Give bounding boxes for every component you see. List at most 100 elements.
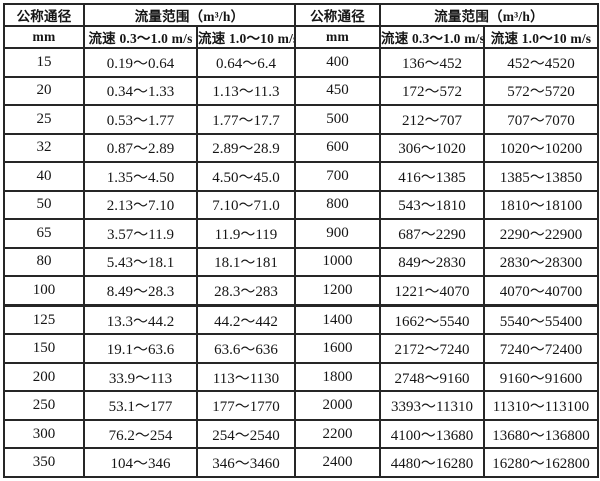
table-row: 350 104～346 346～3460 2400 4480～16280 16280～16…	[3, 447, 599, 478]
diameter-cell: 65	[3, 218, 85, 249]
diameter-cell: 2200	[294, 418, 381, 450]
table-body: 15 0.19～0.64 0.64～6.4 400 136～452 452～4520 20 0…	[3, 47, 599, 478]
table-row: 125 13.3～44.2 44.2～442 1400 1662～5540 5540～55…	[3, 303, 599, 336]
flow-range-cell: 0.87～2.89	[83, 132, 198, 164]
diameter-cell: 100	[3, 275, 85, 307]
flow-range-cell: 5.43～18.1	[83, 246, 198, 278]
table-row: 250 53.1～177 177～1770 2000 3393～11310 11310～1…	[3, 390, 599, 421]
flow-range-table: 公称通径 流量范围（m³/h） 公称通径 流量范围（m³/h） mm 流速 0.…	[3, 3, 599, 478]
diameter-cell: 1400	[294, 303, 381, 336]
flow-range-cell: 0.19～0.64	[83, 47, 198, 78]
flow-range-cell: 4.50～45.0	[196, 161, 296, 192]
velocity-low-header-right: 流速 0.3～1.0 m/s	[379, 25, 485, 49]
diameter-cell: 1800	[294, 361, 381, 393]
flow-range-cell: 11310～113100	[483, 390, 599, 421]
unit-mm-left: mm	[3, 25, 85, 49]
flow-range-cell: 2830～28300	[483, 246, 599, 278]
diameter-cell: 200	[3, 361, 85, 393]
flow-range-cell: 1.77～17.7	[196, 104, 296, 135]
table-row: 200 33.9～113 113～1130 1800 2748～9160 9160～916…	[3, 361, 599, 393]
flow-range-cell: 0.53～1.77	[83, 104, 198, 135]
flow-range-cell: 572～5720	[483, 75, 599, 107]
flow-range-cell: 452～4520	[483, 47, 599, 78]
flow-range-header-right: 流量范围（m³/h）	[379, 3, 599, 27]
flow-range-cell: 849～2830	[379, 246, 485, 278]
diameter-cell: 15	[3, 47, 85, 78]
diameter-cell: 450	[294, 75, 381, 107]
diameter-cell: 150	[3, 333, 85, 364]
diameter-cell: 25	[3, 104, 85, 135]
flow-range-cell: 2172～7240	[379, 333, 485, 364]
flow-range-cell: 63.6～636	[196, 333, 296, 364]
diameter-cell: 2000	[294, 390, 381, 421]
flow-range-cell: 1385～13850	[483, 161, 599, 192]
table-row: 80 5.43～18.1 18.1～181 1000 849～2830 2830～2830…	[3, 246, 599, 278]
flow-range-cell: 136～452	[379, 47, 485, 78]
flow-range-cell: 7240～72400	[483, 333, 599, 364]
table-row: 25 0.53～1.77 1.77～17.7 500 212～707 707～7070	[3, 104, 599, 135]
diameter-cell: 900	[294, 218, 381, 249]
diameter-cell: 1600	[294, 333, 381, 364]
flow-range-cell: 104～346	[83, 447, 198, 478]
flow-range-cell: 28.3～283	[196, 275, 296, 307]
flow-range-cell: 346～3460	[196, 447, 296, 478]
velocity-high-header-left: 流速 1.0～10 m/s	[196, 25, 296, 49]
flow-range-cell: 5540～55400	[483, 303, 599, 336]
flow-range-cell: 543～1810	[379, 189, 485, 221]
table-row: 20 0.34～1.33 1.13～11.3 450 172～572 572～5720	[3, 75, 599, 107]
flow-range-cell: 707～7070	[483, 104, 599, 135]
diameter-cell: 1200	[294, 275, 381, 307]
diameter-cell: 2400	[294, 447, 381, 478]
table-row: 40 1.35～4.50 4.50～45.0 700 416～1385 1385～1385…	[3, 161, 599, 192]
flow-range-cell: 254～2540	[196, 418, 296, 450]
flow-range-cell: 11.9～119	[196, 218, 296, 249]
table-row: 300 76.2～254 254～2540 2200 4100～13680 13680～1…	[3, 418, 599, 450]
flow-range-cell: 33.9～113	[83, 361, 198, 393]
diameter-cell: 80	[3, 246, 85, 278]
flow-range-header-left: 流量范围（m³/h）	[83, 3, 296, 27]
diameter-cell: 350	[3, 447, 85, 478]
table-row: 15 0.19～0.64 0.64～6.4 400 136～452 452～4520	[3, 47, 599, 78]
flow-range-cell: 53.1～177	[83, 390, 198, 421]
flow-range-cell: 16280～162800	[483, 447, 599, 478]
flow-range-cell: 9160～91600	[483, 361, 599, 393]
flow-range-cell: 2290～22900	[483, 218, 599, 249]
flow-range-cell: 1221～4070	[379, 275, 485, 307]
flow-range-cell: 212～707	[379, 104, 485, 135]
flow-range-cell: 0.64～6.4	[196, 47, 296, 78]
flow-range-cell: 306～1020	[379, 132, 485, 164]
table-row: 65 3.57～11.9 11.9～119 900 687～2290 2290～22900	[3, 218, 599, 249]
flow-range-cell: 13680～136800	[483, 418, 599, 450]
diameter-cell: 800	[294, 189, 381, 221]
flow-range-cell: 13.3～44.2	[83, 303, 198, 336]
table-row: 32 0.87～2.89 2.89～28.9 600 306～1020 1020～1020…	[3, 132, 599, 164]
table-row: 50 2.13～7.10 7.10～71.0 800 543～1810 1810～1810…	[3, 189, 599, 221]
flow-range-cell: 172～572	[379, 75, 485, 107]
diameter-cell: 125	[3, 303, 85, 336]
diameter-cell: 1000	[294, 246, 381, 278]
diameter-cell: 20	[3, 75, 85, 107]
flow-range-cell: 3393～11310	[379, 390, 485, 421]
flow-range-cell: 416～1385	[379, 161, 485, 192]
flow-range-cell: 19.1～63.6	[83, 333, 198, 364]
flow-range-cell: 2.13～7.10	[83, 189, 198, 221]
diameter-cell: 700	[294, 161, 381, 192]
diameter-cell: 250	[3, 390, 85, 421]
diameter-cell: 300	[3, 418, 85, 450]
flow-range-cell: 18.1～181	[196, 246, 296, 278]
diameter-cell: 40	[3, 161, 85, 192]
diameter-header-left: 公称通径	[3, 3, 85, 27]
flow-range-cell: 1662～5540	[379, 303, 485, 336]
flow-range-cell: 4480～16280	[379, 447, 485, 478]
table-row: 100 8.49～28.3 28.3～283 1200 1221～4070 4070～40…	[3, 275, 599, 307]
flow-range-cell: 1810～18100	[483, 189, 599, 221]
flow-range-cell: 0.34～1.33	[83, 75, 198, 107]
diameter-cell: 400	[294, 47, 381, 78]
velocity-high-header-right: 流速 1.0～10 m/s	[483, 25, 599, 49]
flow-range-cell: 1020～10200	[483, 132, 599, 164]
flow-range-cell: 4070～40700	[483, 275, 599, 307]
unit-mm-right: mm	[294, 25, 381, 49]
flow-range-cell: 4100～13680	[379, 418, 485, 450]
diameter-cell: 32	[3, 132, 85, 164]
